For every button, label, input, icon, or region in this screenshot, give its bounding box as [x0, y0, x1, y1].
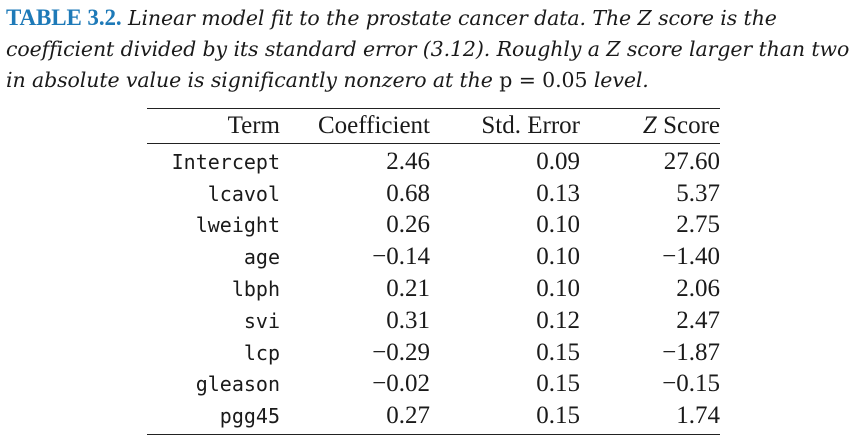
header-term: Term	[227, 112, 280, 139]
std-error-cell: 0.10	[536, 243, 580, 271]
header-z-letter: Z	[642, 112, 657, 139]
caption-math: p = 0.05	[499, 68, 588, 92]
term-cell: Intercept	[171, 149, 280, 174]
term-cell: lbph	[231, 277, 280, 302]
term-cell: lcp	[243, 340, 280, 365]
caption-line-1: TABLE 3.2. Linear model fit to the prost…	[6, 2, 864, 34]
caption-line-2: coefficient divided by its standard erro…	[6, 37, 850, 61]
header-z-score: Z Score	[580, 109, 720, 144]
z-score-cell: 2.06	[676, 275, 720, 303]
std-error-cell: 0.15	[536, 402, 580, 430]
regression-table-container: Term Coefficient Std. Error Z Score Inte…	[147, 108, 720, 435]
std-error-cell: 0.10	[536, 211, 580, 239]
z-score-cell: 2.75	[676, 211, 720, 239]
table-row: pgg45 0.27 0.15 1.74	[147, 400, 720, 435]
header-coefficient: Coefficient	[318, 112, 430, 139]
z-score-cell: −1.87	[662, 338, 720, 366]
header-std-error: Std. Error	[481, 112, 580, 139]
coefficient-cell: −0.14	[372, 243, 430, 271]
coefficient-cell: 0.27	[386, 402, 430, 430]
coefficient-cell: 0.31	[386, 306, 430, 334]
coefficient-cell: 2.46	[386, 147, 430, 175]
table-row: lbph 0.21 0.10 2.06	[147, 273, 720, 305]
std-error-cell: 0.15	[536, 370, 580, 398]
z-score-cell: 5.37	[676, 179, 720, 207]
coefficient-cell: 0.26	[386, 211, 430, 239]
z-score-cell: −1.40	[662, 243, 720, 271]
header-z-word: Score	[656, 112, 720, 139]
caption-label: TABLE 3.2.	[6, 5, 122, 30]
z-score-cell: 2.47	[676, 306, 720, 334]
caption-text-3-prefix: in absolute value is significantly nonze…	[6, 68, 500, 92]
term-cell: svi	[243, 308, 280, 333]
term-cell: gleason	[195, 372, 280, 397]
regression-table: Term Coefficient Std. Error Z Score Inte…	[147, 108, 720, 435]
coefficient-cell: 0.68	[386, 179, 430, 207]
z-score-cell: 1.74	[676, 402, 720, 430]
table-header-row: Term Coefficient Std. Error Z Score	[147, 108, 720, 144]
caption-line-3: in absolute value is significantly nonze…	[6, 65, 864, 96]
std-error-cell: 0.15	[536, 338, 580, 366]
z-score-cell: −0.15	[662, 370, 720, 398]
std-error-cell: 0.10	[536, 275, 580, 303]
z-score-cell: 27.60	[663, 147, 720, 175]
std-error-cell: 0.13	[536, 179, 580, 207]
table-row: svi 0.31 0.12 2.47	[147, 305, 720, 337]
table-row: Intercept 2.46 0.09 27.60	[147, 144, 720, 178]
term-cell: lcavol	[207, 181, 280, 206]
std-error-cell: 0.09	[536, 147, 580, 175]
table-row: lcp −0.29 0.15 −1.87	[147, 337, 720, 369]
table-body: Intercept 2.46 0.09 27.60 lcavol 0.68 0.…	[147, 144, 720, 435]
std-error-cell: 0.12	[536, 306, 580, 334]
table-row: lcavol 0.68 0.13 5.37	[147, 178, 720, 210]
table-row: age −0.14 0.10 −1.40	[147, 241, 720, 273]
term-cell: age	[243, 245, 280, 270]
caption-text-3-suffix: level.	[587, 68, 649, 92]
coefficient-cell: 0.21	[386, 275, 430, 303]
caption-text-1: Linear model fit to the prostate cancer …	[121, 6, 777, 30]
term-cell: pgg45	[219, 404, 280, 429]
table-caption: TABLE 3.2. Linear model fit to the prost…	[6, 2, 864, 96]
table-row: lweight 0.26 0.10 2.75	[147, 210, 720, 242]
term-cell: lweight	[195, 213, 280, 238]
coefficient-cell: −0.02	[372, 370, 430, 398]
table-row: gleason −0.02 0.15 −0.15	[147, 369, 720, 401]
coefficient-cell: −0.29	[372, 338, 430, 366]
